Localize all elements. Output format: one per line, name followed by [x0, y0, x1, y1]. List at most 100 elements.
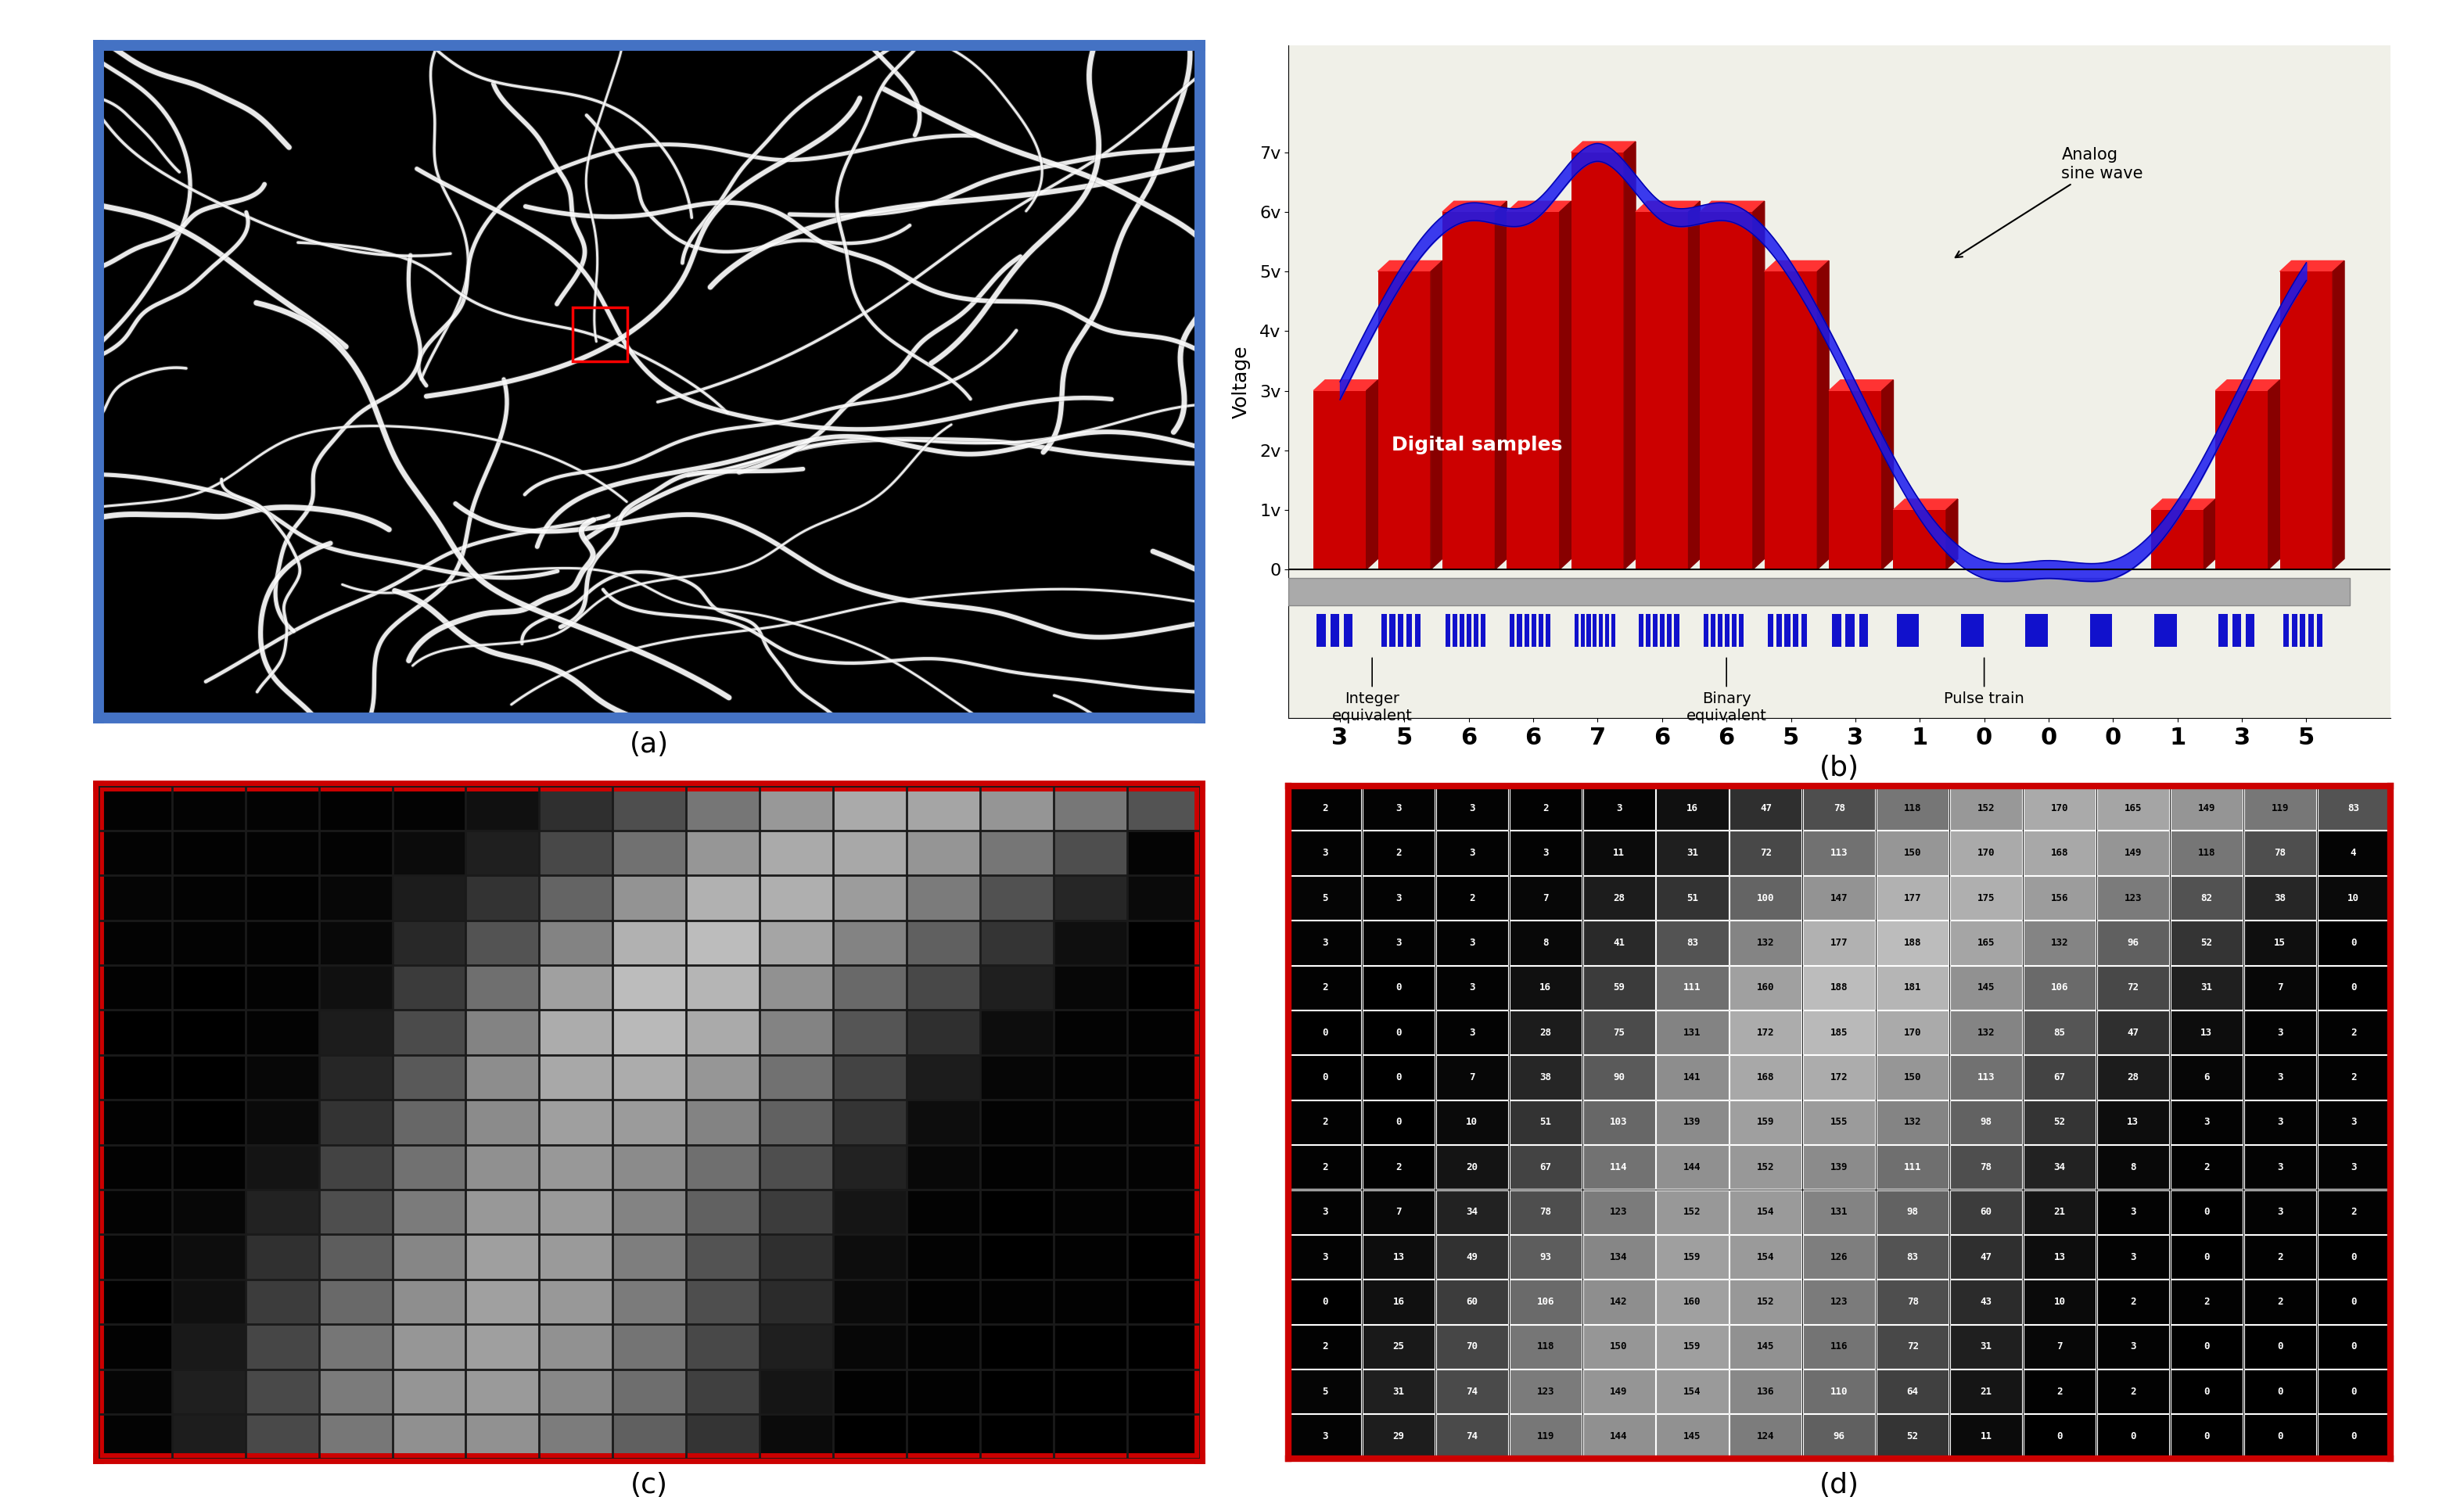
Text: 51: 51	[1685, 893, 1698, 902]
FancyBboxPatch shape	[1656, 787, 1727, 830]
FancyBboxPatch shape	[1510, 1101, 1582, 1145]
Text: 3: 3	[1469, 982, 1476, 993]
FancyBboxPatch shape	[1363, 1056, 1434, 1099]
FancyBboxPatch shape	[2316, 1190, 2390, 1233]
Text: 2: 2	[1323, 803, 1328, 814]
Text: 0: 0	[2057, 1432, 2062, 1441]
Bar	[1846, 614, 1855, 647]
Text: 3: 3	[1469, 937, 1476, 948]
Text: 2: 2	[1395, 1163, 1402, 1172]
Bar	[1599, 614, 1604, 647]
Text: 16: 16	[1685, 803, 1698, 814]
FancyBboxPatch shape	[2023, 787, 2094, 830]
Bar	[1459, 614, 1464, 647]
FancyBboxPatch shape	[2023, 966, 2094, 1009]
FancyBboxPatch shape	[2316, 920, 2390, 964]
Bar	[1784, 614, 1791, 647]
FancyBboxPatch shape	[1363, 787, 1434, 830]
Text: 28: 28	[1540, 1027, 1552, 1038]
Text: 123: 123	[1609, 1206, 1629, 1217]
Text: 98: 98	[1907, 1206, 1919, 1217]
Text: 150: 150	[1905, 848, 1922, 859]
FancyBboxPatch shape	[1582, 1325, 1656, 1369]
FancyBboxPatch shape	[2316, 832, 2390, 875]
Polygon shape	[1828, 381, 1892, 391]
Bar	[1510, 614, 1515, 647]
Text: 0: 0	[2129, 1432, 2136, 1441]
Text: 3: 3	[1469, 848, 1476, 859]
Polygon shape	[1764, 272, 1818, 570]
Text: 41: 41	[1614, 937, 1624, 948]
Polygon shape	[2151, 510, 2203, 570]
Text: 132: 132	[2050, 937, 2067, 948]
Text: 5: 5	[1323, 1387, 1328, 1397]
Text: 152: 152	[1683, 1206, 1700, 1217]
FancyBboxPatch shape	[1363, 1280, 1434, 1324]
Text: 59: 59	[1614, 982, 1624, 993]
FancyBboxPatch shape	[1804, 966, 1875, 1009]
FancyBboxPatch shape	[2245, 1190, 2316, 1233]
Polygon shape	[1636, 212, 1688, 570]
Text: 2: 2	[2351, 1027, 2356, 1038]
X-axis label: (d): (d)	[1818, 1472, 1860, 1498]
FancyBboxPatch shape	[1363, 920, 1434, 964]
Text: 31: 31	[1981, 1342, 1991, 1352]
FancyBboxPatch shape	[1878, 787, 1949, 830]
Polygon shape	[1508, 202, 1572, 212]
FancyBboxPatch shape	[2023, 1280, 2094, 1324]
Text: 6: 6	[2203, 1072, 2210, 1083]
FancyBboxPatch shape	[1582, 832, 1656, 875]
Bar	[1466, 614, 1471, 647]
Bar	[2245, 614, 2255, 647]
FancyBboxPatch shape	[1510, 920, 1582, 964]
Text: 3: 3	[2277, 1117, 2282, 1128]
Text: 83: 83	[1907, 1251, 1919, 1262]
Bar	[2218, 614, 2227, 647]
Polygon shape	[1508, 212, 1560, 570]
FancyBboxPatch shape	[1949, 1370, 2023, 1414]
Text: 118: 118	[2198, 848, 2215, 859]
Bar	[1860, 614, 1868, 647]
Text: 43: 43	[1981, 1296, 1991, 1307]
Bar	[572, 308, 628, 361]
Bar	[2309, 614, 2314, 647]
Text: 149: 149	[1609, 1387, 1629, 1397]
Polygon shape	[2279, 272, 2333, 570]
FancyBboxPatch shape	[1949, 1056, 2023, 1099]
Polygon shape	[1818, 260, 1828, 570]
Text: 113: 113	[1831, 848, 1848, 859]
FancyBboxPatch shape	[1730, 1370, 1801, 1414]
Polygon shape	[1752, 202, 1764, 570]
Bar	[2284, 614, 2289, 647]
Text: 2: 2	[1323, 982, 1328, 993]
Polygon shape	[2215, 391, 2269, 570]
Text: 0: 0	[2277, 1387, 2282, 1397]
FancyBboxPatch shape	[1730, 1101, 1801, 1145]
Text: 20: 20	[1466, 1163, 1478, 1172]
FancyBboxPatch shape	[2245, 1011, 2316, 1054]
Text: 0: 0	[2203, 1206, 2210, 1217]
Text: 124: 124	[1757, 1432, 1774, 1441]
Text: 96: 96	[2126, 937, 2139, 948]
FancyBboxPatch shape	[2316, 1101, 2390, 1145]
FancyBboxPatch shape	[1437, 832, 1508, 875]
Text: 38: 38	[2274, 893, 2287, 902]
Text: 11: 11	[1981, 1432, 1991, 1441]
FancyBboxPatch shape	[2097, 1101, 2168, 1145]
Text: 11: 11	[1614, 848, 1624, 859]
FancyBboxPatch shape	[2097, 1145, 2168, 1190]
FancyBboxPatch shape	[1510, 966, 1582, 1009]
Text: 156: 156	[2050, 893, 2067, 902]
FancyBboxPatch shape	[1804, 875, 1875, 920]
Text: 93: 93	[1540, 1251, 1552, 1262]
Text: 0: 0	[1323, 1296, 1328, 1307]
Text: 85: 85	[2053, 1027, 2065, 1038]
Text: 5: 5	[1323, 893, 1328, 902]
Text: 60: 60	[1981, 1206, 1991, 1217]
Text: 47: 47	[1981, 1251, 1991, 1262]
FancyBboxPatch shape	[1363, 1235, 1434, 1278]
FancyBboxPatch shape	[1510, 1370, 1582, 1414]
Bar	[1732, 614, 1737, 647]
Text: 2: 2	[2351, 1206, 2356, 1217]
FancyBboxPatch shape	[1582, 920, 1656, 964]
